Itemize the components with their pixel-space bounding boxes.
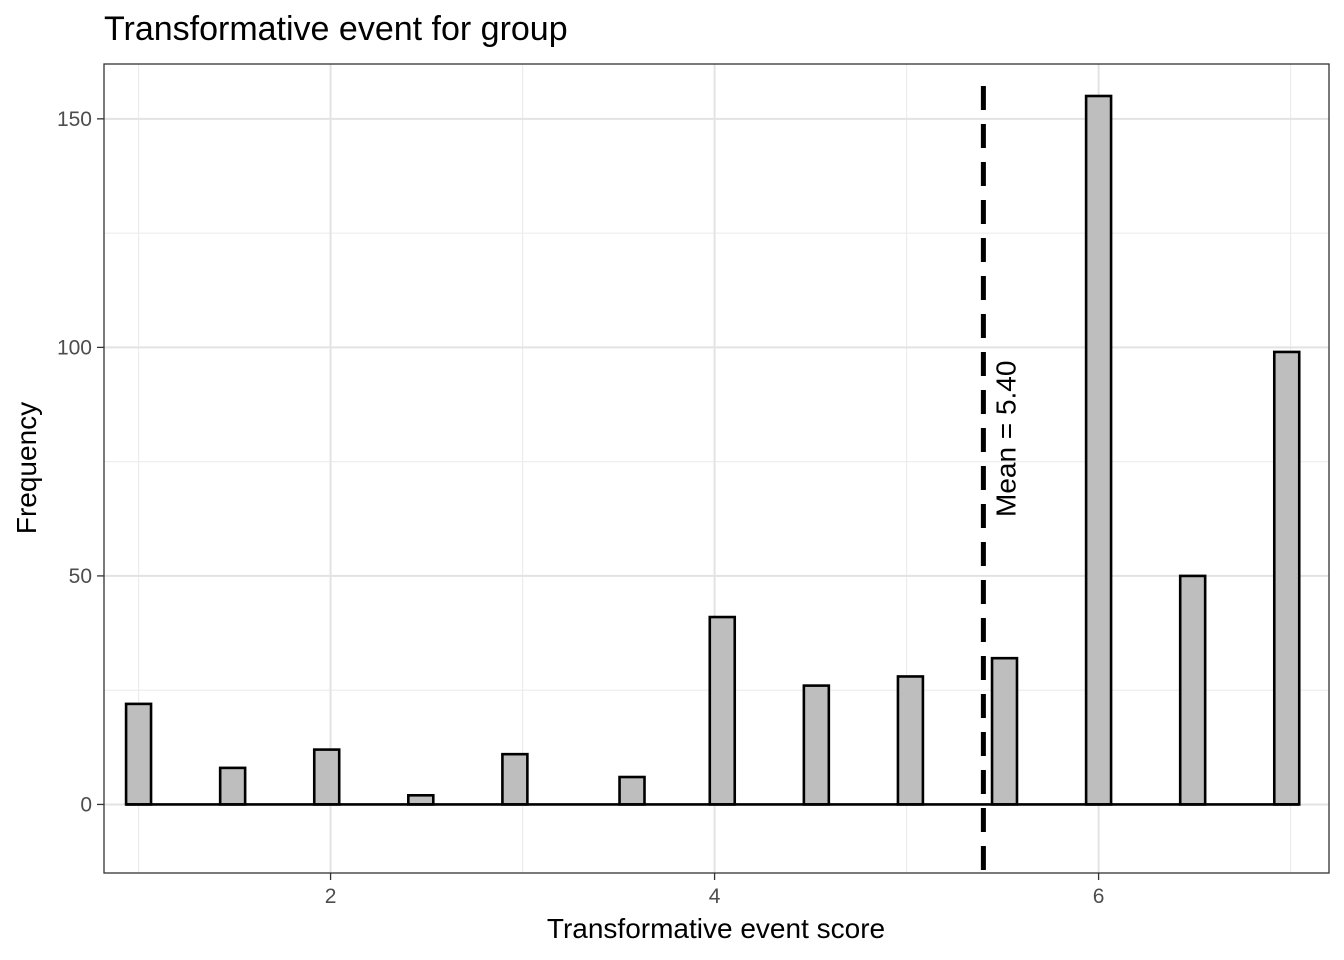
histogram-bar bbox=[1178, 574, 1207, 806]
chart-title: Transformative event for group bbox=[104, 10, 568, 48]
x-axis-title: Transformative event score bbox=[547, 913, 885, 944]
mean-marker: Mean = 5.40 bbox=[980, 86, 1021, 873]
histogram-bar bbox=[124, 702, 153, 806]
histogram-bar bbox=[618, 775, 646, 806]
x-tick-label: 2 bbox=[325, 885, 337, 908]
y-tick-label: 0 bbox=[80, 793, 92, 816]
y-tick-label: 50 bbox=[69, 565, 92, 588]
y-tick-label: 100 bbox=[57, 336, 92, 359]
plot-panel-border bbox=[103, 63, 1330, 874]
x-axis-ticks: 2 4 6 bbox=[325, 873, 1105, 908]
y-axis-ticks: 0 50 100 150 bbox=[57, 108, 104, 816]
x-tick-label: 6 bbox=[1093, 885, 1105, 908]
histogram-bar bbox=[708, 615, 737, 806]
histogram-bar bbox=[896, 675, 925, 806]
histogram-bar bbox=[990, 656, 1019, 806]
mean-label: Mean = 5.40 bbox=[990, 361, 1021, 517]
y-tick-label: 150 bbox=[57, 108, 92, 131]
y-axis-title: Frequency bbox=[11, 402, 42, 534]
histogram-bar bbox=[407, 793, 435, 806]
x-tick-label: 4 bbox=[709, 885, 721, 908]
histogram-bar bbox=[1084, 94, 1113, 806]
histogram-bar bbox=[1272, 350, 1301, 806]
histogram-bar bbox=[501, 752, 529, 806]
bars bbox=[124, 94, 1301, 806]
histogram-bar bbox=[312, 748, 341, 806]
histogram-bar bbox=[802, 684, 831, 806]
histogram-bar bbox=[218, 766, 247, 806]
